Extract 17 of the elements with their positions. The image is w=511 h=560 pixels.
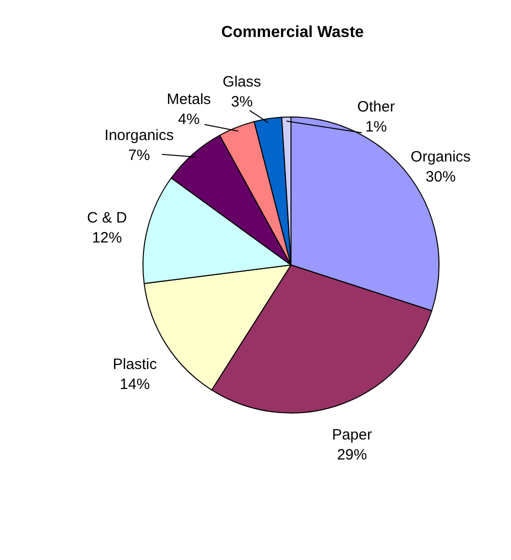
data-label: 1% <box>365 118 387 136</box>
data-label: 30% <box>426 168 456 186</box>
slice-label: Plastic <box>112 356 158 374</box>
data-label: 14% <box>120 376 150 394</box>
slice-label: Organics <box>410 148 471 166</box>
slice-label: Paper <box>332 426 372 444</box>
data-label: 7% <box>128 146 150 164</box>
data-label: 4% <box>178 110 200 128</box>
slice-label: C & D <box>86 210 128 227</box>
data-label: 29% <box>336 446 367 464</box>
data-label: 3% <box>230 93 253 110</box>
slice-label: Inorganics <box>104 126 174 144</box>
data-label: 12% <box>92 230 122 247</box>
slice-label: Glass <box>222 73 261 90</box>
slice-label: Metals <box>166 90 211 108</box>
chart-title: Commercial Waste <box>221 24 364 41</box>
slice-label: Other <box>357 98 395 116</box>
